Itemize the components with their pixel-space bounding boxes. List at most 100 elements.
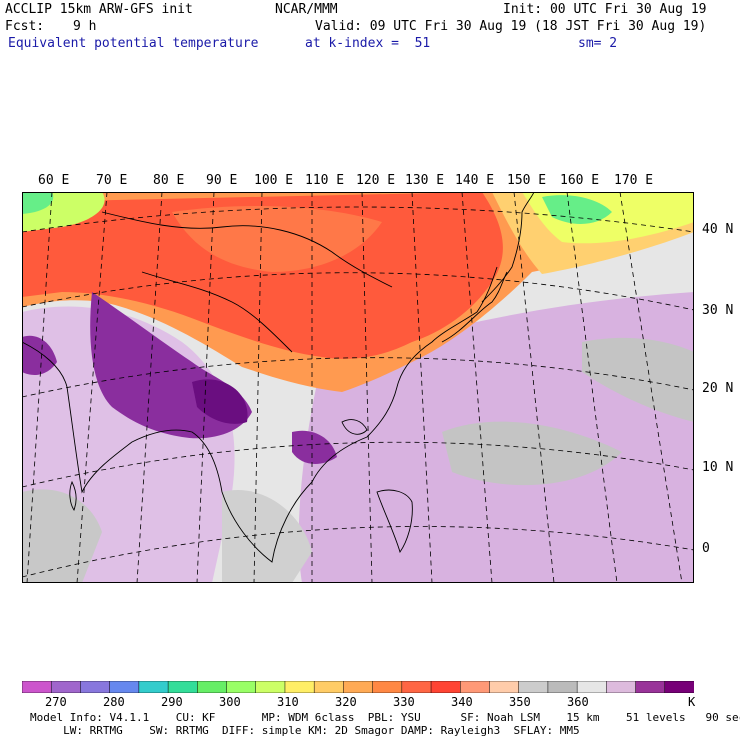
border-line — [101, 211, 393, 288]
colorbar-tick: 360 — [567, 695, 589, 709]
deep-convection — [22, 335, 57, 375]
forecast-label: Fcst: — [5, 19, 45, 34]
gray-patch — [582, 337, 694, 422]
lon-line — [136, 192, 163, 583]
lon-line — [566, 192, 618, 583]
border-line — [141, 271, 293, 353]
lon-line — [461, 192, 493, 583]
deep-convection-core — [192, 379, 248, 424]
init-time: Init: 00 UTC Fri 30 Aug 19 — [503, 2, 707, 17]
lon-line — [361, 192, 373, 583]
colorbar-swatch — [80, 681, 111, 693]
colorbar-tick: 290 — [161, 695, 183, 709]
lat-label: 30 N — [702, 303, 734, 318]
lon-line — [513, 192, 555, 583]
colorbar-swatch — [606, 681, 637, 693]
colorbar-swatch — [401, 681, 432, 693]
colorbar-tick: 280 — [103, 695, 125, 709]
colorbar-swatch — [343, 681, 374, 693]
colorbar-tick: 310 — [277, 695, 299, 709]
model-title: ACCLIP 15km ARW-GFS init — [5, 2, 193, 17]
lon-label: 90 E — [206, 173, 238, 188]
colorbar-tick: 350 — [509, 695, 531, 709]
colorbar — [22, 681, 694, 693]
lat-line — [22, 206, 694, 233]
lon-line — [253, 192, 263, 583]
lat-label: 0 — [702, 541, 710, 556]
org-label: NCAR/MMM — [275, 2, 338, 17]
lon-label: 160 E — [560, 173, 600, 188]
lon-label: 70 E — [96, 173, 128, 188]
lon-label: 130 E — [405, 173, 445, 188]
lon-label: 170 E — [614, 173, 654, 188]
theta-e-map — [22, 192, 694, 583]
colorbar-swatch — [109, 681, 140, 693]
lat-label: 20 N — [702, 381, 734, 396]
gray-patch — [22, 489, 102, 583]
colorbar-swatch — [460, 681, 491, 693]
smoothing-label: sm= 2 — [578, 36, 618, 51]
colorbar-swatch — [576, 681, 608, 693]
colorbar-swatch — [50, 681, 82, 693]
colorbar-swatch — [635, 681, 666, 693]
colorbar-swatch — [518, 681, 549, 693]
deep-convection — [292, 430, 337, 464]
graticule — [22, 192, 694, 583]
colorbar-swatch — [313, 681, 345, 693]
colorbar-swatch — [284, 681, 315, 693]
lon-label: 150 E — [507, 173, 547, 188]
lon-line — [26, 192, 53, 583]
japan-coast — [481, 192, 535, 303]
lat-label: 10 N — [702, 460, 734, 475]
valid-time: Valid: 09 UTC Fri 30 Aug 19 (18 JST Fri … — [315, 19, 707, 34]
lon-label: 100 E — [254, 173, 294, 188]
lon-line — [196, 192, 215, 583]
korea-japan-coast — [441, 271, 508, 343]
green-cool-spot — [22, 192, 54, 214]
gray-patch — [442, 421, 622, 486]
colorbar-swatch — [255, 681, 286, 693]
colorbar-swatch — [167, 681, 199, 693]
colorbar-tick: 270 — [45, 695, 67, 709]
warm-belt-red — [22, 192, 503, 359]
philippines-coast — [376, 489, 413, 554]
colorbar-swatch — [226, 681, 257, 693]
model-info-line2: LW: RRTMG SW: RRTMG DIFF: simple KM: 2D … — [30, 724, 580, 737]
model-info-line1: Model Info: V4.1.1 CU: KF MP: WDM 6class… — [30, 711, 740, 724]
gray-patch — [222, 490, 312, 583]
taiwan-coast — [341, 419, 368, 435]
colorbar-tick: 320 — [335, 695, 357, 709]
lat-line — [22, 441, 694, 488]
green-cool-spot — [542, 195, 612, 224]
lon-label: 140 E — [455, 173, 495, 188]
colorbar-swatch — [138, 681, 169, 693]
map-frame — [22, 192, 694, 583]
colorbar-tick: 300 — [219, 695, 241, 709]
lat-line — [22, 357, 694, 398]
lon-label: 60 E — [38, 173, 70, 188]
lon-label: 110 E — [305, 173, 345, 188]
level-label: at k-index = 51 — [305, 36, 431, 51]
colorbar-swatch — [22, 681, 52, 693]
colorbar-swatch — [372, 681, 403, 693]
lat-label: 40 N — [702, 222, 734, 237]
field-name: Equivalent potential temperature — [8, 36, 259, 51]
lon-line — [76, 192, 108, 583]
mainland-coast — [22, 266, 498, 563]
lon-line — [411, 192, 433, 583]
forecast-hour: 9 h — [73, 19, 97, 34]
colorbar-tick: 340 — [451, 695, 473, 709]
colorbar-tick: 330 — [393, 695, 415, 709]
sri-lanka-coast — [69, 480, 77, 511]
lon-line — [619, 192, 683, 583]
lon-label: 80 E — [153, 173, 185, 188]
lon-label: 120 E — [356, 173, 396, 188]
warm-belt-mid — [172, 206, 382, 272]
colorbar-unit: K — [688, 695, 696, 709]
coastlines — [22, 192, 535, 563]
colorbar-swatch — [430, 681, 462, 693]
colorbar-swatch — [664, 681, 694, 693]
colorbar-swatch — [197, 681, 228, 693]
colorbar-swatch — [547, 681, 578, 693]
colorbar-swatch — [489, 681, 520, 693]
